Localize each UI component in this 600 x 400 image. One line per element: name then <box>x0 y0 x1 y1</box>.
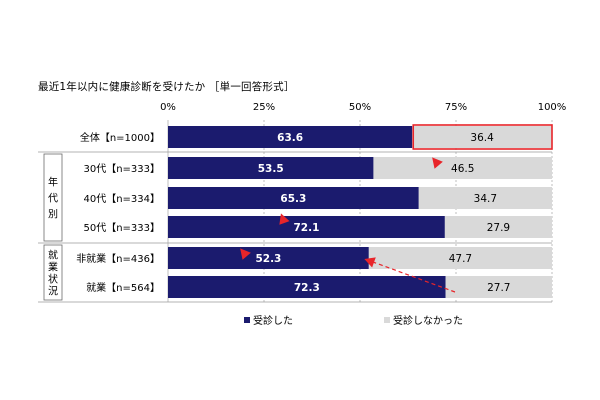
x-tick-label: 75% <box>445 102 467 113</box>
bar-segment-not-received <box>444 216 552 238</box>
category-label: 就業【n=564】 <box>86 281 160 294</box>
x-tick-label: 25% <box>253 102 275 113</box>
bar-segment-not-received <box>412 126 552 148</box>
legend-swatch <box>244 317 250 323</box>
dashed-arrow-line <box>372 261 456 293</box>
x-tick-label: 50% <box>349 102 371 113</box>
dashed-arrow-head <box>364 257 376 268</box>
bar-segment-not-received <box>418 187 552 209</box>
bar-segment-received <box>168 276 446 298</box>
bar-segment-received <box>168 247 369 269</box>
bar-segment-received <box>168 126 413 148</box>
category-label: 非就業【n=436】 <box>76 252 160 265</box>
bar-segment-received <box>168 157 374 179</box>
group-box <box>43 244 63 301</box>
legend-label: 受診した <box>253 314 293 327</box>
bar-segment-received <box>168 187 419 209</box>
red-arrow-marker <box>432 157 443 169</box>
bar-segment-not-received <box>445 276 552 298</box>
data-label: 27.9 <box>487 222 510 234</box>
red-arrow-marker <box>240 248 251 260</box>
category-label: 30代【n=333】 <box>83 163 160 175</box>
group-label-char: 業 <box>48 261 58 274</box>
group-label-char: 代 <box>48 193 58 205</box>
data-label: 63.6 <box>277 132 303 144</box>
data-label: 53.5 <box>258 163 284 175</box>
group-label-char: 就 <box>48 249 58 262</box>
category-label: 50代【n=333】 <box>83 222 160 234</box>
category-label: 40代【n=334】 <box>83 193 160 205</box>
group-label-char: 年 <box>48 176 58 189</box>
legend-swatch <box>384 317 390 323</box>
group-label-char: 状 <box>48 273 58 286</box>
bar-segment-not-received <box>368 247 552 269</box>
data-label: 47.7 <box>449 253 472 265</box>
data-label: 72.3 <box>294 282 320 294</box>
group-label-char: 別 <box>48 209 58 221</box>
data-label: 52.3 <box>255 253 281 265</box>
group-box <box>43 153 63 242</box>
data-label: 72.1 <box>293 222 319 234</box>
data-label: 46.5 <box>451 163 474 175</box>
bar-segment-not-received <box>373 157 552 179</box>
category-label: 全体【n=1000】 <box>80 131 160 144</box>
x-tick-label: 0% <box>160 102 176 113</box>
x-tick-label: 100% <box>538 102 567 113</box>
bar-segment-received <box>168 216 445 238</box>
red-arrow-marker <box>279 213 290 225</box>
group-label-char: 況 <box>48 286 58 298</box>
highlight-box <box>412 124 553 150</box>
data-label: 27.7 <box>487 282 510 294</box>
data-label: 34.7 <box>474 193 497 205</box>
chart-title: 最近1年以内に健康診断を受けたか ［単一回答形式］ <box>38 81 295 93</box>
legend-label: 受診しなかった <box>393 314 463 327</box>
data-label: 36.4 <box>470 132 494 144</box>
data-label: 65.3 <box>280 193 306 205</box>
